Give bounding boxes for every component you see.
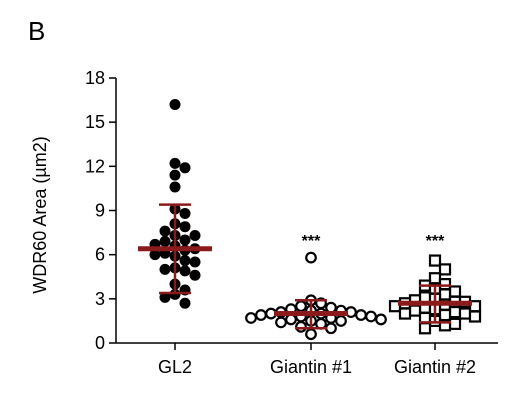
data-point xyxy=(295,320,307,333)
data-point xyxy=(189,230,201,242)
y-tick-label: 9 xyxy=(95,201,105,221)
data-point xyxy=(179,234,191,246)
x-tick-label: Giantin #1 xyxy=(270,357,352,377)
y-tick-label: 3 xyxy=(95,289,105,309)
x-tick-label: Giantin #2 xyxy=(394,357,476,377)
plot-area: *** *** xyxy=(138,99,482,341)
data-point xyxy=(375,313,387,326)
significance-label: *** xyxy=(426,233,445,250)
data-point xyxy=(355,309,367,321)
data-point xyxy=(438,319,452,332)
data-point xyxy=(285,313,297,326)
data-point xyxy=(159,235,171,247)
data-point xyxy=(255,309,267,321)
data-point xyxy=(169,99,181,110)
data-point xyxy=(305,251,317,264)
panel-label: B xyxy=(28,16,45,46)
y-tick-label: 15 xyxy=(85,112,105,132)
data-point xyxy=(448,305,462,319)
data-point xyxy=(325,301,337,314)
data-point xyxy=(295,300,307,313)
data-point xyxy=(448,285,462,298)
data-point xyxy=(159,263,171,275)
data-point xyxy=(179,255,191,267)
data-point xyxy=(438,263,452,276)
data-point xyxy=(325,322,337,335)
data-point xyxy=(365,310,377,323)
significance-label: *** xyxy=(302,233,321,250)
data-point xyxy=(428,272,442,285)
y-tick-label: 18 xyxy=(85,68,105,88)
data-point xyxy=(418,322,432,335)
data-point xyxy=(169,157,181,169)
data-point xyxy=(169,181,181,193)
y-tick-label: 6 xyxy=(95,245,105,265)
series-1: *** xyxy=(245,233,387,341)
data-point xyxy=(179,265,191,277)
data-point xyxy=(438,288,452,301)
data-point xyxy=(388,300,402,313)
data-point xyxy=(448,317,462,330)
data-point xyxy=(179,221,191,233)
data-point xyxy=(438,308,452,322)
data-point xyxy=(159,291,171,303)
data-point xyxy=(189,256,201,268)
data-point xyxy=(179,297,191,309)
data-point xyxy=(159,225,171,237)
y-tick-label: 12 xyxy=(85,156,105,176)
data-point xyxy=(428,254,442,267)
data-point xyxy=(408,304,422,317)
data-point xyxy=(335,315,347,327)
data-point xyxy=(169,169,181,181)
axes: 0 3 6 9 12 15 18 GL2 Giantin #1 Giantin #2 xyxy=(85,68,498,377)
series-0 xyxy=(138,99,212,309)
data-point xyxy=(149,249,161,261)
data-point xyxy=(458,307,472,320)
data-point xyxy=(275,316,287,329)
data-point xyxy=(438,278,452,291)
data-point xyxy=(398,307,412,320)
y-tick-label: 0 xyxy=(95,333,105,353)
y-axis-title: WDR60 Area (µm2) xyxy=(30,136,50,293)
data-point xyxy=(468,310,482,323)
data-point xyxy=(245,312,257,324)
series-2: *** xyxy=(388,233,482,335)
data-point xyxy=(179,162,191,174)
x-tick-label: GL2 xyxy=(158,357,192,377)
data-point xyxy=(189,269,201,281)
data-point xyxy=(169,288,181,300)
data-point xyxy=(179,207,191,219)
data-point xyxy=(305,328,317,341)
